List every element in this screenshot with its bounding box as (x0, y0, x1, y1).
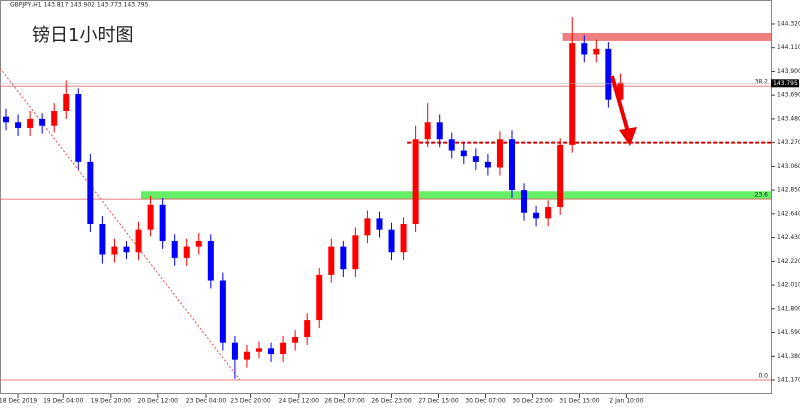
candle-body (545, 207, 552, 219)
x-tick-label: 26 Dec 23:00 (371, 398, 412, 405)
candle-body (521, 190, 528, 213)
candle-body (340, 246, 347, 270)
candle-body (581, 43, 588, 55)
candle-body (376, 218, 383, 230)
candle-body (448, 139, 455, 151)
candle-body (533, 212, 540, 219)
candle-body (412, 139, 419, 225)
candle-body (472, 156, 479, 162)
x-tick-label: 30 Dec 23:00 (512, 398, 553, 405)
candle-body (39, 118, 46, 126)
candle-body (51, 110, 58, 126)
x-tick-label: 26 Dec 07:00 (324, 398, 365, 405)
x-tick-label: 18 Dec 2019 (0, 398, 37, 405)
y-tick-label: 142.220 (777, 258, 800, 265)
x-tick-label: 24 Dec 12:00 (279, 398, 320, 405)
candle-body (15, 122, 22, 128)
price-zone (140, 191, 772, 200)
fib-trend-line (0, 67, 241, 381)
header: GBPJPY,H1 143.817 143.902 143.773 143.79… (10, 2, 149, 9)
y-tick-label: 144.110 (777, 44, 800, 51)
candle-body (328, 246, 335, 275)
x-tick-label: 23 Dec 04:00 (186, 398, 227, 405)
y-tick-label: 141.170 (777, 376, 800, 383)
y-tick-label: 142.850 (777, 187, 800, 194)
fib-label: 23.6 (755, 192, 769, 199)
candle-body (171, 240, 178, 258)
fib-label: 38.2 (755, 79, 769, 86)
y-tick-label: 143.480 (777, 115, 800, 122)
candle-body (569, 43, 576, 145)
candle-body (280, 342, 287, 354)
candle-body (617, 82, 624, 100)
candle-body (243, 351, 250, 360)
fib-label: 0.0 (758, 372, 768, 379)
chart-title: 镑日1小时图 (32, 25, 133, 46)
candle-body (147, 204, 154, 230)
y-tick-label: 141.800 (777, 305, 800, 312)
price-zone (562, 33, 771, 41)
candle-body (3, 116, 10, 123)
x-tick-label: 19 Dec 20:00 (91, 398, 132, 405)
candle-body (159, 204, 166, 241)
candle-body (508, 139, 516, 191)
arrow-shaft (610, 75, 630, 133)
candle-body (135, 229, 142, 253)
candle-body (364, 218, 371, 236)
y-tick-label: 143.270 (777, 139, 800, 146)
x-tick-label: 20 Dec 12:00 (138, 398, 179, 405)
y-tick-label: 142.430 (777, 234, 800, 241)
candle-body (87, 161, 94, 225)
candle-body (183, 246, 190, 258)
x-tick-label: 2 Jan 10:00 (609, 398, 643, 405)
candle-body (99, 224, 106, 255)
candle-body (304, 320, 311, 338)
plot-frame (0, 0, 772, 394)
candle-body (63, 94, 70, 111)
candle-body (352, 235, 359, 270)
y-tick-label: 142.640 (777, 210, 800, 217)
candle-body (605, 48, 612, 100)
candle-body (207, 240, 214, 281)
marks: 38.2 23.6 0.0 (0, 17, 772, 381)
y-tick-label: 142.010 (777, 282, 800, 289)
x-tick-label: 27 Dec 15:00 (418, 398, 459, 405)
candle-body (400, 224, 407, 253)
candle-body (292, 337, 299, 343)
candle-body (496, 139, 503, 168)
candle-body (593, 48, 600, 55)
candle-body (219, 280, 226, 343)
candle-body (255, 348, 263, 352)
last-price-box (771, 79, 799, 88)
candle-body (316, 274, 323, 321)
y-tick-label: 143.900 (777, 68, 800, 75)
candle-body (111, 246, 118, 255)
candle-body (231, 342, 238, 360)
y-tick-label: 143.060 (777, 163, 800, 170)
candle-body (557, 144, 564, 208)
y-tick-label: 141.380 (777, 353, 800, 360)
candle-body (460, 150, 467, 157)
candle-body (27, 118, 34, 128)
y-tick-label: 143.690 (777, 92, 800, 99)
candle-body (195, 240, 202, 247)
candle-body (75, 94, 82, 162)
last-price-label: 143.795 (773, 80, 798, 87)
x-tick-label: 23 Dec 20:00 (230, 398, 271, 405)
candle-body (268, 348, 275, 354)
y-tick-label: 144.320 (777, 20, 800, 27)
candle-body (436, 122, 443, 140)
x-tick-label: 30 Dec 07:00 (465, 398, 506, 405)
candle-body (388, 229, 395, 253)
candle-body (484, 161, 491, 168)
x-tick-label: 31 Dec 15:00 (559, 398, 600, 405)
x-tick-label: 19 Dec 04:00 (43, 398, 84, 405)
y-tick-label: 141.590 (777, 329, 800, 336)
candle-body (123, 246, 130, 253)
candle-body (424, 122, 431, 140)
arrow-head (619, 127, 637, 146)
